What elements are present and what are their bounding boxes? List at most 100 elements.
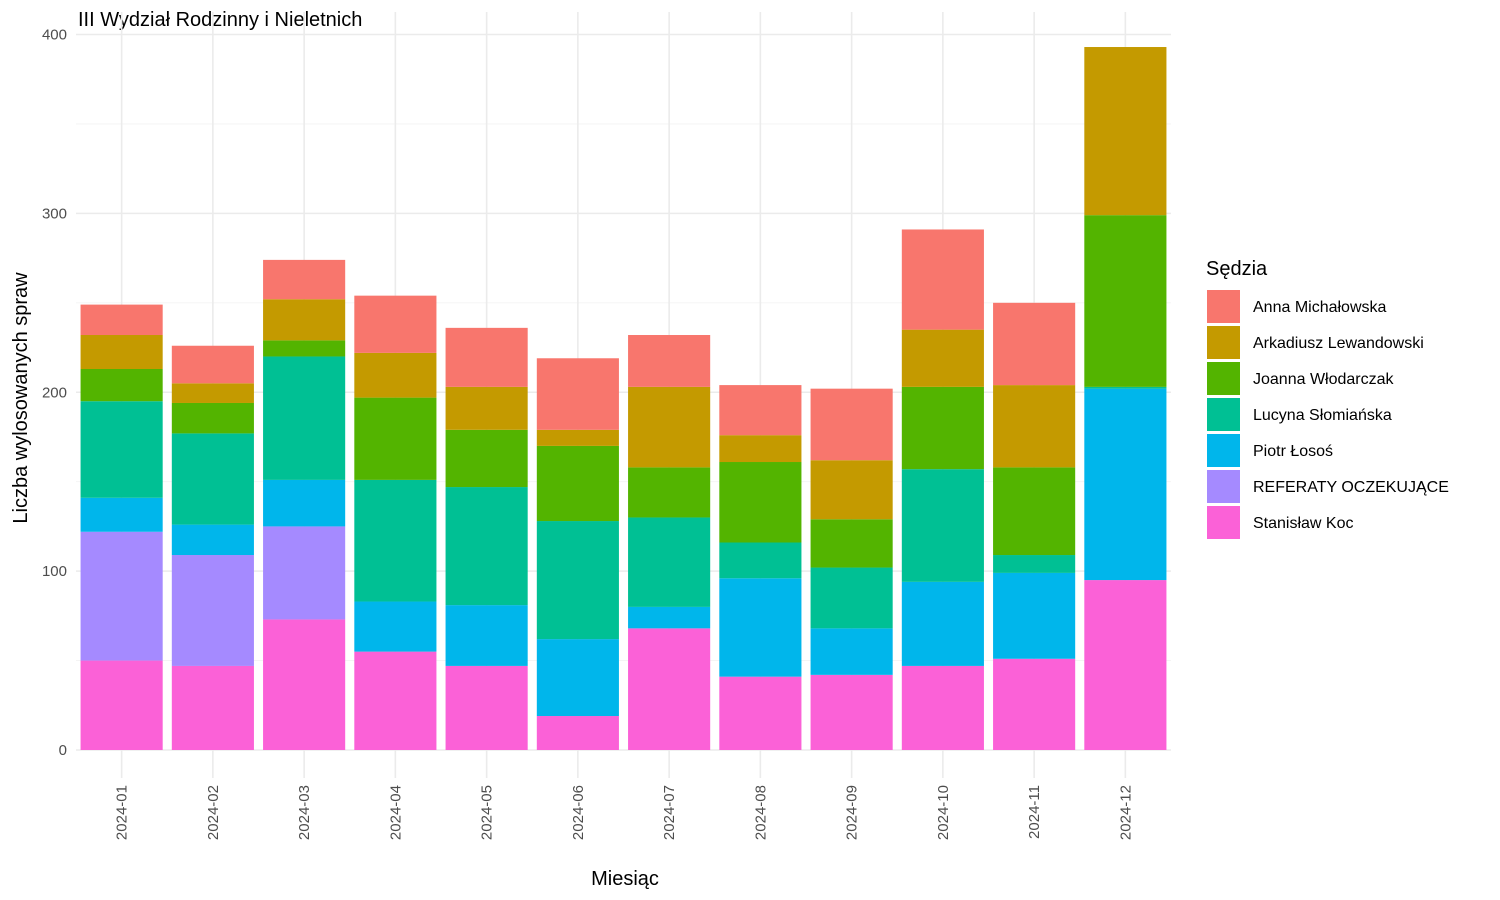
bar-segment — [719, 462, 802, 543]
bar-segment — [628, 606, 711, 629]
bar-segment — [1084, 386, 1167, 389]
bar-segment — [810, 460, 893, 520]
bar-segment — [263, 526, 346, 620]
bar-segment — [901, 665, 984, 750]
bar-segment — [354, 479, 437, 602]
x-tick-label: 2024-01 — [114, 785, 131, 840]
x-tick-label: 2024-09 — [844, 785, 861, 840]
x-tick-label: 2024-10 — [935, 785, 952, 840]
bar-segment — [993, 572, 1076, 659]
bar-segment — [354, 651, 437, 750]
bar-segment — [80, 368, 163, 402]
x-axis-title: Miesiąc — [591, 868, 659, 890]
bar-segment — [263, 356, 346, 480]
x-tick-label: 2024-06 — [570, 785, 587, 840]
legend-key — [1207, 470, 1240, 503]
bar-segment — [993, 302, 1076, 386]
y-axis-ticks: 0 100 200 300 400 — [42, 27, 67, 760]
bar-segment — [80, 304, 163, 336]
bar-segment — [536, 445, 619, 522]
bar-segment — [445, 605, 528, 666]
bar-segment — [263, 479, 346, 527]
bar-segment — [1084, 47, 1167, 216]
bar-segment — [628, 335, 711, 387]
bar-segment — [1084, 215, 1167, 387]
y-tick-label: 400 — [42, 27, 67, 44]
bar-segment — [628, 517, 711, 607]
x-tick-label: 2024-12 — [1117, 785, 1134, 840]
bar-segment — [719, 676, 802, 750]
bar-segment — [171, 433, 254, 525]
bar-segment — [80, 497, 163, 532]
bar-segment — [263, 340, 346, 357]
bar-segment — [536, 358, 619, 430]
bar-segment — [171, 555, 254, 666]
legend-key — [1207, 290, 1240, 323]
bar-segment — [171, 524, 254, 556]
legend-label: Arkadiusz Lewandowski — [1253, 335, 1424, 352]
legend-key — [1207, 398, 1240, 431]
legend-key — [1207, 434, 1240, 467]
x-tick-label: 2024-07 — [661, 785, 678, 840]
y-tick-label: 300 — [42, 205, 67, 222]
bar-segment — [536, 429, 619, 446]
bar-segment — [628, 467, 711, 518]
legend-label: Anna Michałowska — [1253, 299, 1387, 316]
legend-label: Piotr Łosoś — [1253, 443, 1333, 460]
bar-segment — [263, 259, 346, 300]
bar-segment — [171, 383, 254, 403]
bar-segment — [445, 327, 528, 387]
bar-segment — [901, 581, 984, 666]
bar-segment — [80, 401, 163, 498]
bar-segment — [719, 385, 802, 436]
bar-segment — [445, 665, 528, 750]
bar-segment — [719, 542, 802, 579]
y-tick-label: 100 — [42, 563, 67, 580]
bar-segment — [719, 435, 802, 463]
bar-segment — [171, 345, 254, 384]
bar-segment — [993, 385, 1076, 468]
bar-segment — [536, 521, 619, 640]
y-axis-title: Liczba wylosowanych spraw — [10, 272, 32, 524]
legend-label: Lucyna Słomiańska — [1253, 407, 1392, 424]
bar-segment — [80, 335, 163, 369]
bar-segment — [993, 555, 1076, 573]
bar-segment — [901, 329, 984, 387]
x-tick-label: 2024-11 — [1026, 785, 1043, 839]
bar-segment — [719, 578, 802, 677]
bar-segment — [628, 628, 711, 750]
bar-segment — [80, 660, 163, 750]
bar-segment — [263, 619, 346, 750]
y-tick-label: 0 — [59, 742, 67, 759]
x-tick-label: 2024-08 — [752, 785, 769, 840]
chart-title: III Wydział Rodzinny i Nieletnich — [78, 9, 362, 31]
bar-segment — [80, 531, 163, 661]
bar-segment — [171, 402, 254, 434]
x-tick-label: 2024-04 — [387, 785, 404, 840]
bar-segment — [901, 229, 984, 330]
bar-segment — [901, 386, 984, 470]
bar-segment — [810, 628, 893, 675]
bar-segment — [171, 665, 254, 750]
bar-segment — [1084, 388, 1167, 581]
bar-segment — [536, 716, 619, 750]
bar-segment — [354, 397, 437, 480]
bar-segment — [354, 601, 437, 652]
bar-segment — [810, 567, 893, 629]
bar-segment — [445, 386, 528, 430]
legend-title: Sędzia — [1206, 258, 1268, 280]
legend-key — [1207, 506, 1240, 539]
bar-segment — [810, 388, 893, 461]
bar-segment — [354, 295, 437, 353]
bar-segment — [536, 639, 619, 717]
bar-segment — [993, 658, 1076, 750]
bar-segment — [354, 352, 437, 398]
x-tick-label: 2024-03 — [296, 785, 313, 840]
bar-segment — [1084, 580, 1167, 750]
x-tick-label: 2024-02 — [205, 785, 222, 840]
bar-segment — [810, 519, 893, 568]
legend-key — [1207, 362, 1240, 395]
bar-segment — [263, 299, 346, 341]
legend: Sędzia Anna Michałowska Arkadiusz Lewando… — [1206, 258, 1449, 539]
